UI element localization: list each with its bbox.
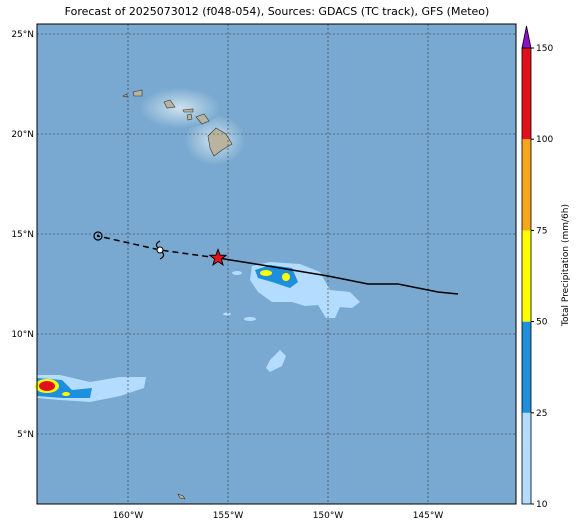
x-tick-label: 160°W bbox=[113, 511, 144, 521]
colorbar-tick-label: 10 bbox=[536, 500, 548, 510]
colorbar-segment bbox=[522, 48, 531, 140]
track bbox=[93, 231, 459, 295]
colorbar-tick-label: 100 bbox=[536, 135, 553, 145]
chart-title: Forecast of 2025073012 (f048-054), Sourc… bbox=[65, 5, 490, 18]
current-position bbox=[208, 248, 228, 267]
colorbar-extension bbox=[521, 25, 532, 49]
colorbar-tick-label: 25 bbox=[536, 409, 547, 419]
storm-symbol bbox=[155, 240, 165, 260]
colorbar-tick-label: 50 bbox=[536, 318, 548, 328]
islands bbox=[122, 89, 233, 500]
colorbar-segment bbox=[522, 321, 531, 413]
storm-point bbox=[156, 246, 164, 254]
y-tick-label: 5°N bbox=[17, 430, 34, 440]
y-tick-label: 10°N bbox=[11, 330, 34, 340]
track-line bbox=[97, 235, 219, 259]
map-frame bbox=[36, 23, 517, 505]
colorbar-frame bbox=[521, 47, 532, 505]
storm-point-center bbox=[96, 234, 100, 238]
shallow-water bbox=[140, 88, 220, 128]
y-tick-label: 20°N bbox=[11, 130, 34, 140]
grid bbox=[37, 24, 516, 504]
colorbar-segment bbox=[522, 139, 531, 231]
track-line bbox=[217, 257, 459, 295]
colorbar: 10 25 50 75 100 150 bbox=[521, 25, 553, 510]
colorbar-segment bbox=[522, 412, 531, 504]
y-tick-label: 25°N bbox=[11, 30, 34, 40]
precipitation bbox=[35, 262, 360, 402]
colorbar-label: Total Precipitation (mm/6h) bbox=[561, 204, 571, 327]
y-tick-label: 15°N bbox=[11, 230, 34, 240]
x-tick-label: 150°W bbox=[313, 511, 344, 521]
colorbar-segment bbox=[522, 230, 531, 322]
x-tick-label: 155°W bbox=[213, 511, 244, 521]
x-tick-label: 145°W bbox=[413, 511, 444, 521]
storm-point bbox=[93, 231, 103, 241]
colorbar-tick-label: 150 bbox=[536, 44, 553, 54]
colorbar-tick-label: 75 bbox=[536, 226, 547, 236]
